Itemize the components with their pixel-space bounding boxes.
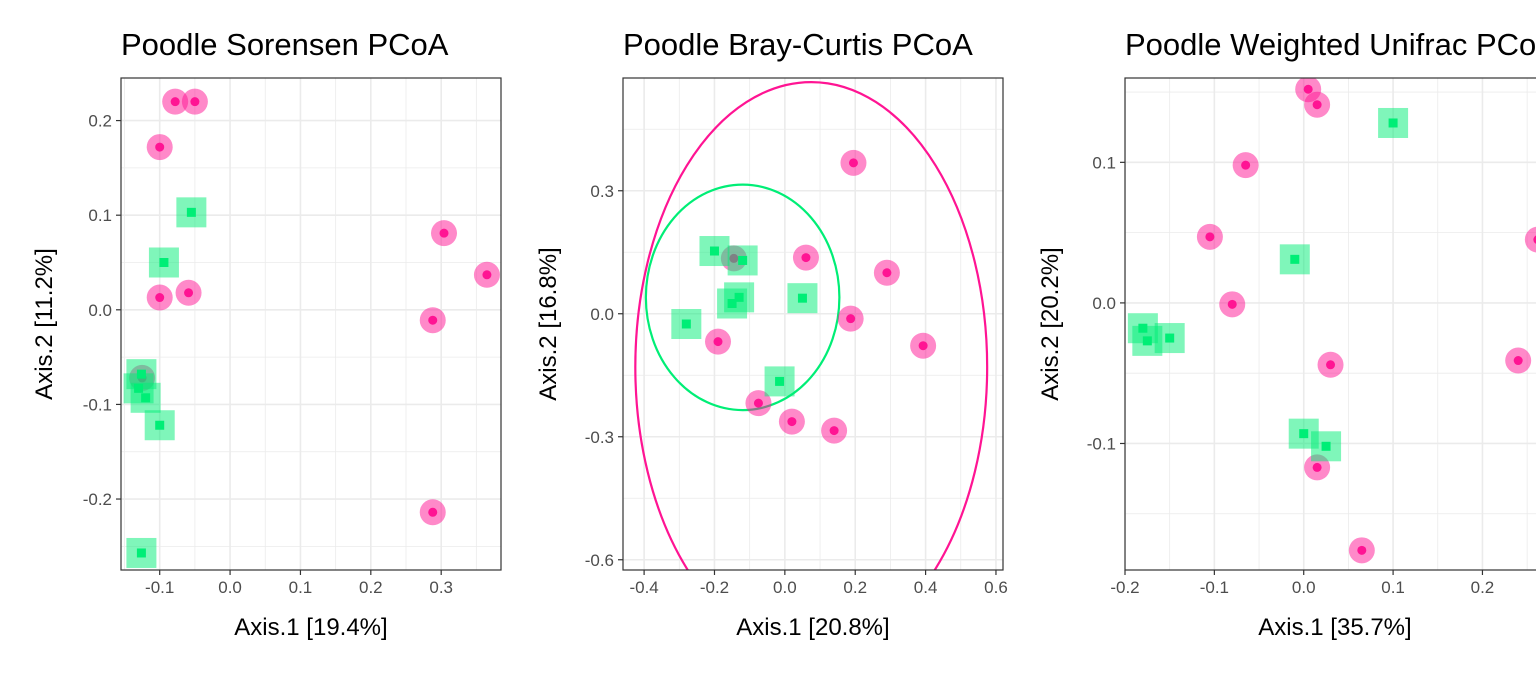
sample-point: [1241, 160, 1251, 170]
sample-point: [136, 548, 146, 558]
x-tick-label: 0.1: [1381, 578, 1405, 597]
sample-point: [829, 426, 839, 436]
y-axis-label: Axis.2 [16.8%]: [535, 247, 562, 400]
sample-point: [482, 270, 492, 280]
y-tick-label: 0.0: [88, 301, 112, 320]
data-layer: [1127, 78, 1536, 564]
x-tick-label: -0.1: [145, 578, 174, 597]
sample-point: [190, 97, 200, 107]
sample-point: [727, 299, 737, 308]
panel-border: [120, 77, 502, 571]
x-tick-label: -0.4: [629, 578, 658, 597]
sample-point: [918, 341, 928, 351]
sample-point: [170, 97, 180, 107]
pcoa-panel-3: -0.2 -0.1 0.0 0.1 0.2 -0.1 0.0 0.1 Axis.1 [35.7%…: [1037, 27, 1536, 641]
y-tick-label: -0.6: [585, 551, 614, 570]
x-axis-label: Axis.1 [20.8%]: [736, 614, 889, 641]
x-tick-label: 0.1: [289, 578, 313, 597]
y-tick-label: 0.0: [1092, 294, 1116, 313]
x-tick-label: -0.1: [1200, 578, 1229, 597]
sample-point: [1205, 232, 1215, 242]
sample-point: [1165, 333, 1175, 343]
sample-point: [753, 398, 763, 408]
pcoa-panel-1: -0.1 0.0 0.1 0.2 0.3 -0.2 -0.1 0.0 0.1 0.2 Axis.1 …: [31, 27, 502, 641]
sample-point: [738, 255, 748, 265]
y-axis-label: Axis.2 [20.2%]: [1037, 247, 1064, 400]
y-tick-label: -0.3: [585, 428, 614, 447]
y-axis-label: Axis.2 [11.2%]: [31, 248, 58, 400]
y-tick-label: 0.2: [88, 112, 112, 131]
sample-point: [1303, 84, 1313, 94]
sample-point: [1326, 360, 1336, 370]
x-tick-label: -0.2: [1110, 578, 1139, 597]
sample-point: [155, 142, 165, 152]
sample-point: [681, 319, 691, 329]
sample-point: [186, 207, 196, 217]
data-layer: [123, 88, 500, 568]
confidence-ellipse: [634, 81, 989, 570]
sample-point: [184, 288, 194, 298]
x-tick-label: 0.2: [843, 578, 867, 597]
confidence-ellipse: [644, 183, 841, 412]
sample-point: [1227, 299, 1237, 309]
panel-title: Poodle Weighted Unifrac PCoA: [1125, 27, 1536, 62]
sample-point: [848, 158, 858, 168]
sample-point: [1290, 254, 1300, 264]
sample-point: [155, 293, 165, 303]
sample-point: [1388, 118, 1398, 128]
x-axis-label: Axis.1 [35.7%]: [1258, 614, 1411, 641]
sample-point: [155, 420, 165, 430]
x-tick-label: 0.4: [914, 578, 938, 597]
sample-point: [1321, 441, 1331, 451]
sample-point: [1312, 100, 1322, 110]
x-axis-label: Axis.1 [19.4%]: [234, 614, 387, 641]
y-tick-label: -0.2: [83, 490, 112, 509]
sample-point: [1312, 462, 1322, 472]
data-layer: [634, 81, 989, 570]
y-tick-label: 0.1: [88, 206, 112, 225]
panel-border: [1124, 77, 1536, 571]
sample-point: [713, 337, 723, 347]
x-tick-label: 0.3: [429, 578, 453, 597]
sample-point: [775, 376, 785, 386]
x-tick-label: 0.0: [1292, 578, 1316, 597]
x-tick-label: 0.0: [773, 578, 797, 597]
x-tick-label: 0.6: [984, 578, 1008, 597]
panel-border: [622, 77, 1004, 571]
sample-point: [1513, 356, 1523, 366]
sample-point: [797, 293, 807, 303]
y-tick-label: 0.0: [590, 305, 614, 324]
sample-point: [1357, 545, 1367, 555]
sample-point: [709, 246, 719, 256]
sample-point: [428, 315, 438, 325]
panel-title: Poodle Sorensen PCoA: [121, 27, 449, 62]
sample-point: [1299, 429, 1309, 439]
sample-point: [1142, 336, 1152, 346]
y-tick-label: -0.1: [83, 395, 112, 414]
sample-point: [439, 228, 449, 238]
x-tick-label: 0.2: [1471, 578, 1495, 597]
sample-point-halo: [1524, 226, 1536, 253]
x-tick-label: 0.0: [218, 578, 242, 597]
sample-point: [159, 258, 169, 267]
sample-point: [1533, 235, 1536, 244]
sample-point: [801, 253, 811, 263]
panel-title: Poodle Bray-Curtis PCoA: [623, 27, 973, 62]
sample-point: [428, 507, 438, 517]
x-tick-label: 0.2: [359, 578, 383, 597]
sample-point: [787, 417, 797, 427]
y-tick-label: -0.1: [1087, 434, 1116, 453]
y-tick-label: 0.1: [1092, 153, 1116, 172]
plot-background: [1125, 78, 1536, 570]
y-tick-label: 0.3: [590, 182, 614, 201]
sample-point: [882, 268, 892, 278]
x-tick-label: -0.2: [700, 578, 729, 597]
pcoa-panel-2: -0.4 -0.2 0.0 0.2 0.4 0.6 -0.6 -0.3 0.0 0.3 Axis.1…: [535, 27, 1008, 641]
sample-point: [141, 393, 151, 403]
sample-point: [846, 314, 856, 324]
